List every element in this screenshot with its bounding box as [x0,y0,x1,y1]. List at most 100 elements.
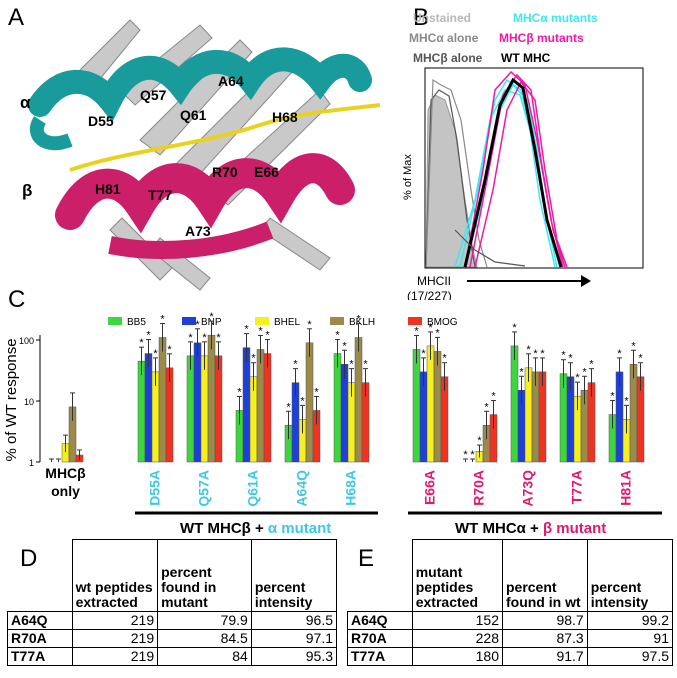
helix-beta-label: β [22,181,32,200]
significance-star: * [631,340,636,352]
bar [214,355,223,463]
residue-label: H68 [272,109,298,125]
legend-swatch [108,317,122,325]
plot-frame [424,67,644,269]
table-d-header: wt peptides extracted [71,539,159,612]
significance-star: * [258,325,263,337]
significance-star: * [139,337,144,349]
significance-star: * [491,391,496,403]
residue-label: A64 [218,73,244,89]
bar [510,345,519,463]
legend-beta-mutants: MHCβ mutants [499,31,584,45]
bar [193,342,202,463]
residue-label: A73 [185,223,211,239]
flow-ylabel: % of Max [402,154,414,200]
bar [144,353,153,463]
bar [412,349,421,463]
legend-swatch [330,317,344,325]
x-label: MHCβ [45,465,86,481]
significance-star: * [188,332,193,344]
significance-star: * [421,348,426,360]
table-row: T77A 180 91.7 97.5 [347,647,674,666]
table-e-header: percent intensity [586,539,674,612]
significance-star: * [293,359,298,371]
y-axis-label: % of WT response [3,338,20,461]
significance-star: * [167,344,172,356]
alpha-helix [28,47,372,123]
x-label: T77A [569,470,585,504]
bar [165,367,174,463]
table-d: wt peptides extracted percent found in m… [7,539,338,666]
legend-swatch [408,317,422,325]
significance-star: * [286,401,291,413]
alpha-caption-suffix: α mutant [268,520,331,537]
legend-label: BB5 [127,317,146,328]
significance-star: * [624,395,629,407]
significance-star: * [314,386,319,398]
significance-star: * [363,359,368,371]
significance-star: * [512,322,517,334]
legend-alpha-alone: MHCα alone [409,31,479,45]
panel-label-b: B [413,4,430,31]
alpha-group-caption: WT MHCβ + α mutant [180,520,331,537]
x-label: only [51,483,80,499]
significance-star: * [300,395,305,407]
significance-star: * [209,311,214,323]
significance-star: * [202,332,207,344]
x-label: Q57A [196,470,212,507]
bar [256,349,265,463]
significance-star: * [561,350,566,362]
y-axis: 100 10 1 [19,335,41,468]
significance-star: * [237,386,242,398]
significance-star: * [349,359,354,371]
legend-label: BMOG [427,317,458,328]
bar [340,364,349,463]
residue-label: R70 [212,164,238,180]
bar [333,353,342,463]
significance-star: * [251,353,256,365]
helix-alpha-label: α [20,93,31,112]
bars: ************** ************** *** ******* * *… [49,311,645,463]
table-row: A64Q 219 79.9 96.5 [7,611,338,630]
y-tick-label: 1 [29,458,34,468]
x-label: H68A [343,470,359,506]
panel-label-d: D [20,545,38,572]
y-tick-label: 100 [19,336,34,346]
bar-chart: % of WT response BB5BNPBHELBKLHBMOG 1001… [3,311,662,537]
table-d-header: percent intensity [250,539,338,612]
legend-unstained: Unstained [413,11,471,25]
significance-star: * [568,353,573,365]
bar [433,351,442,463]
significance-star: * [638,353,643,365]
significance-star: * [244,324,249,336]
peptide-chain [69,103,381,172]
significance-star: * [435,327,440,339]
mhc-structure: α β D55 Q57 Q61 A64 H68 H81 T77 R70 E66 … [20,19,381,291]
bar [354,337,363,463]
x-label: R70A [471,470,487,506]
bar [305,342,314,463]
flow-histogram: Unstained MHCα mutants MHCα alone MHCβ m… [402,11,644,300]
significance-star: * [589,359,594,371]
table-row: A64Q 152 98.7 99.2 [347,611,674,630]
table-row: R70A 219 84.5 97.1 [7,629,338,648]
significance-star: * [582,366,587,378]
significance-star: * [160,313,165,325]
residue-label: T77 [148,187,172,203]
significance-star: * [442,353,447,365]
significance-star: * [307,319,312,331]
significance-star: * [265,330,270,342]
bar [426,345,435,463]
residue-label: H81 [95,181,121,197]
bar [524,367,533,463]
significance-star: * [540,348,545,360]
x-label: A73Q [520,470,536,507]
significance-star: * [428,322,433,334]
legend-beta-alone: MHCβ alone [413,51,483,65]
arrow-head-icon [581,275,591,287]
y-tick-label: 10 [24,397,34,407]
table-e-header: mutant peptides extracted [411,539,503,612]
significance-star: * [617,348,622,360]
bar [137,360,146,463]
significance-star: * [153,348,158,360]
